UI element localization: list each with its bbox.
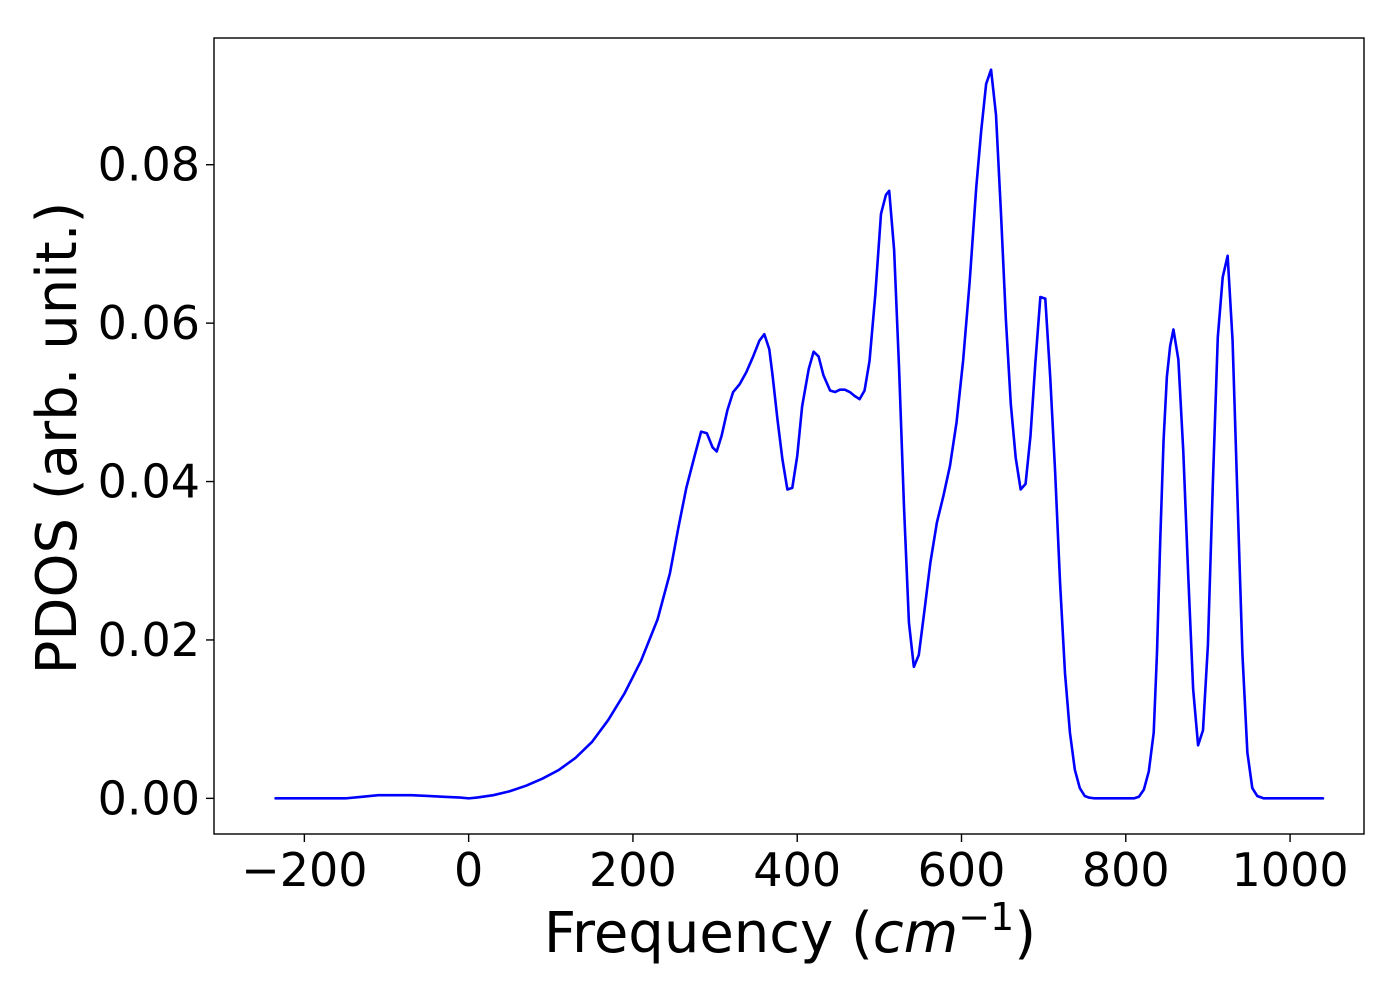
x-tick-label: 400 [753,843,841,897]
plot-frame [213,37,1365,835]
x-axis-title-prefix: Frequency ( [544,901,873,966]
y-tick-label: 0.02 [98,613,200,667]
x-axis-ticks: −200 0 200 400 600 800 1000 [241,834,1349,897]
pdos-series-line-0 [274,68,1325,800]
plot-layer [274,68,1325,800]
y-axis-title: PDOS (arb. unit.) [25,202,90,675]
y-tick-label: 0.06 [98,296,200,350]
y-axis-ticks: 0.00 0.02 0.04 0.06 0.08 [98,138,214,825]
x-tick-label: 0 [454,843,483,897]
x-axis-title-suffix: ) [1014,901,1036,966]
x-axis-title-exponent: −1 [958,895,1014,939]
x-tick-label: 600 [918,843,1006,897]
x-tick-label: −200 [241,843,367,897]
x-axis-title: Frequency (cm−1) [544,895,1036,966]
y-tick-label: 0.00 [98,771,200,825]
y-tick-label: 0.08 [98,138,200,192]
y-tick-label: 0.04 [98,455,200,509]
x-tick-label: 200 [589,843,677,897]
x-tick-label: 1000 [1232,843,1349,897]
x-tick-label: 800 [1082,843,1170,897]
x-axis-title-unit: cm [873,901,958,966]
